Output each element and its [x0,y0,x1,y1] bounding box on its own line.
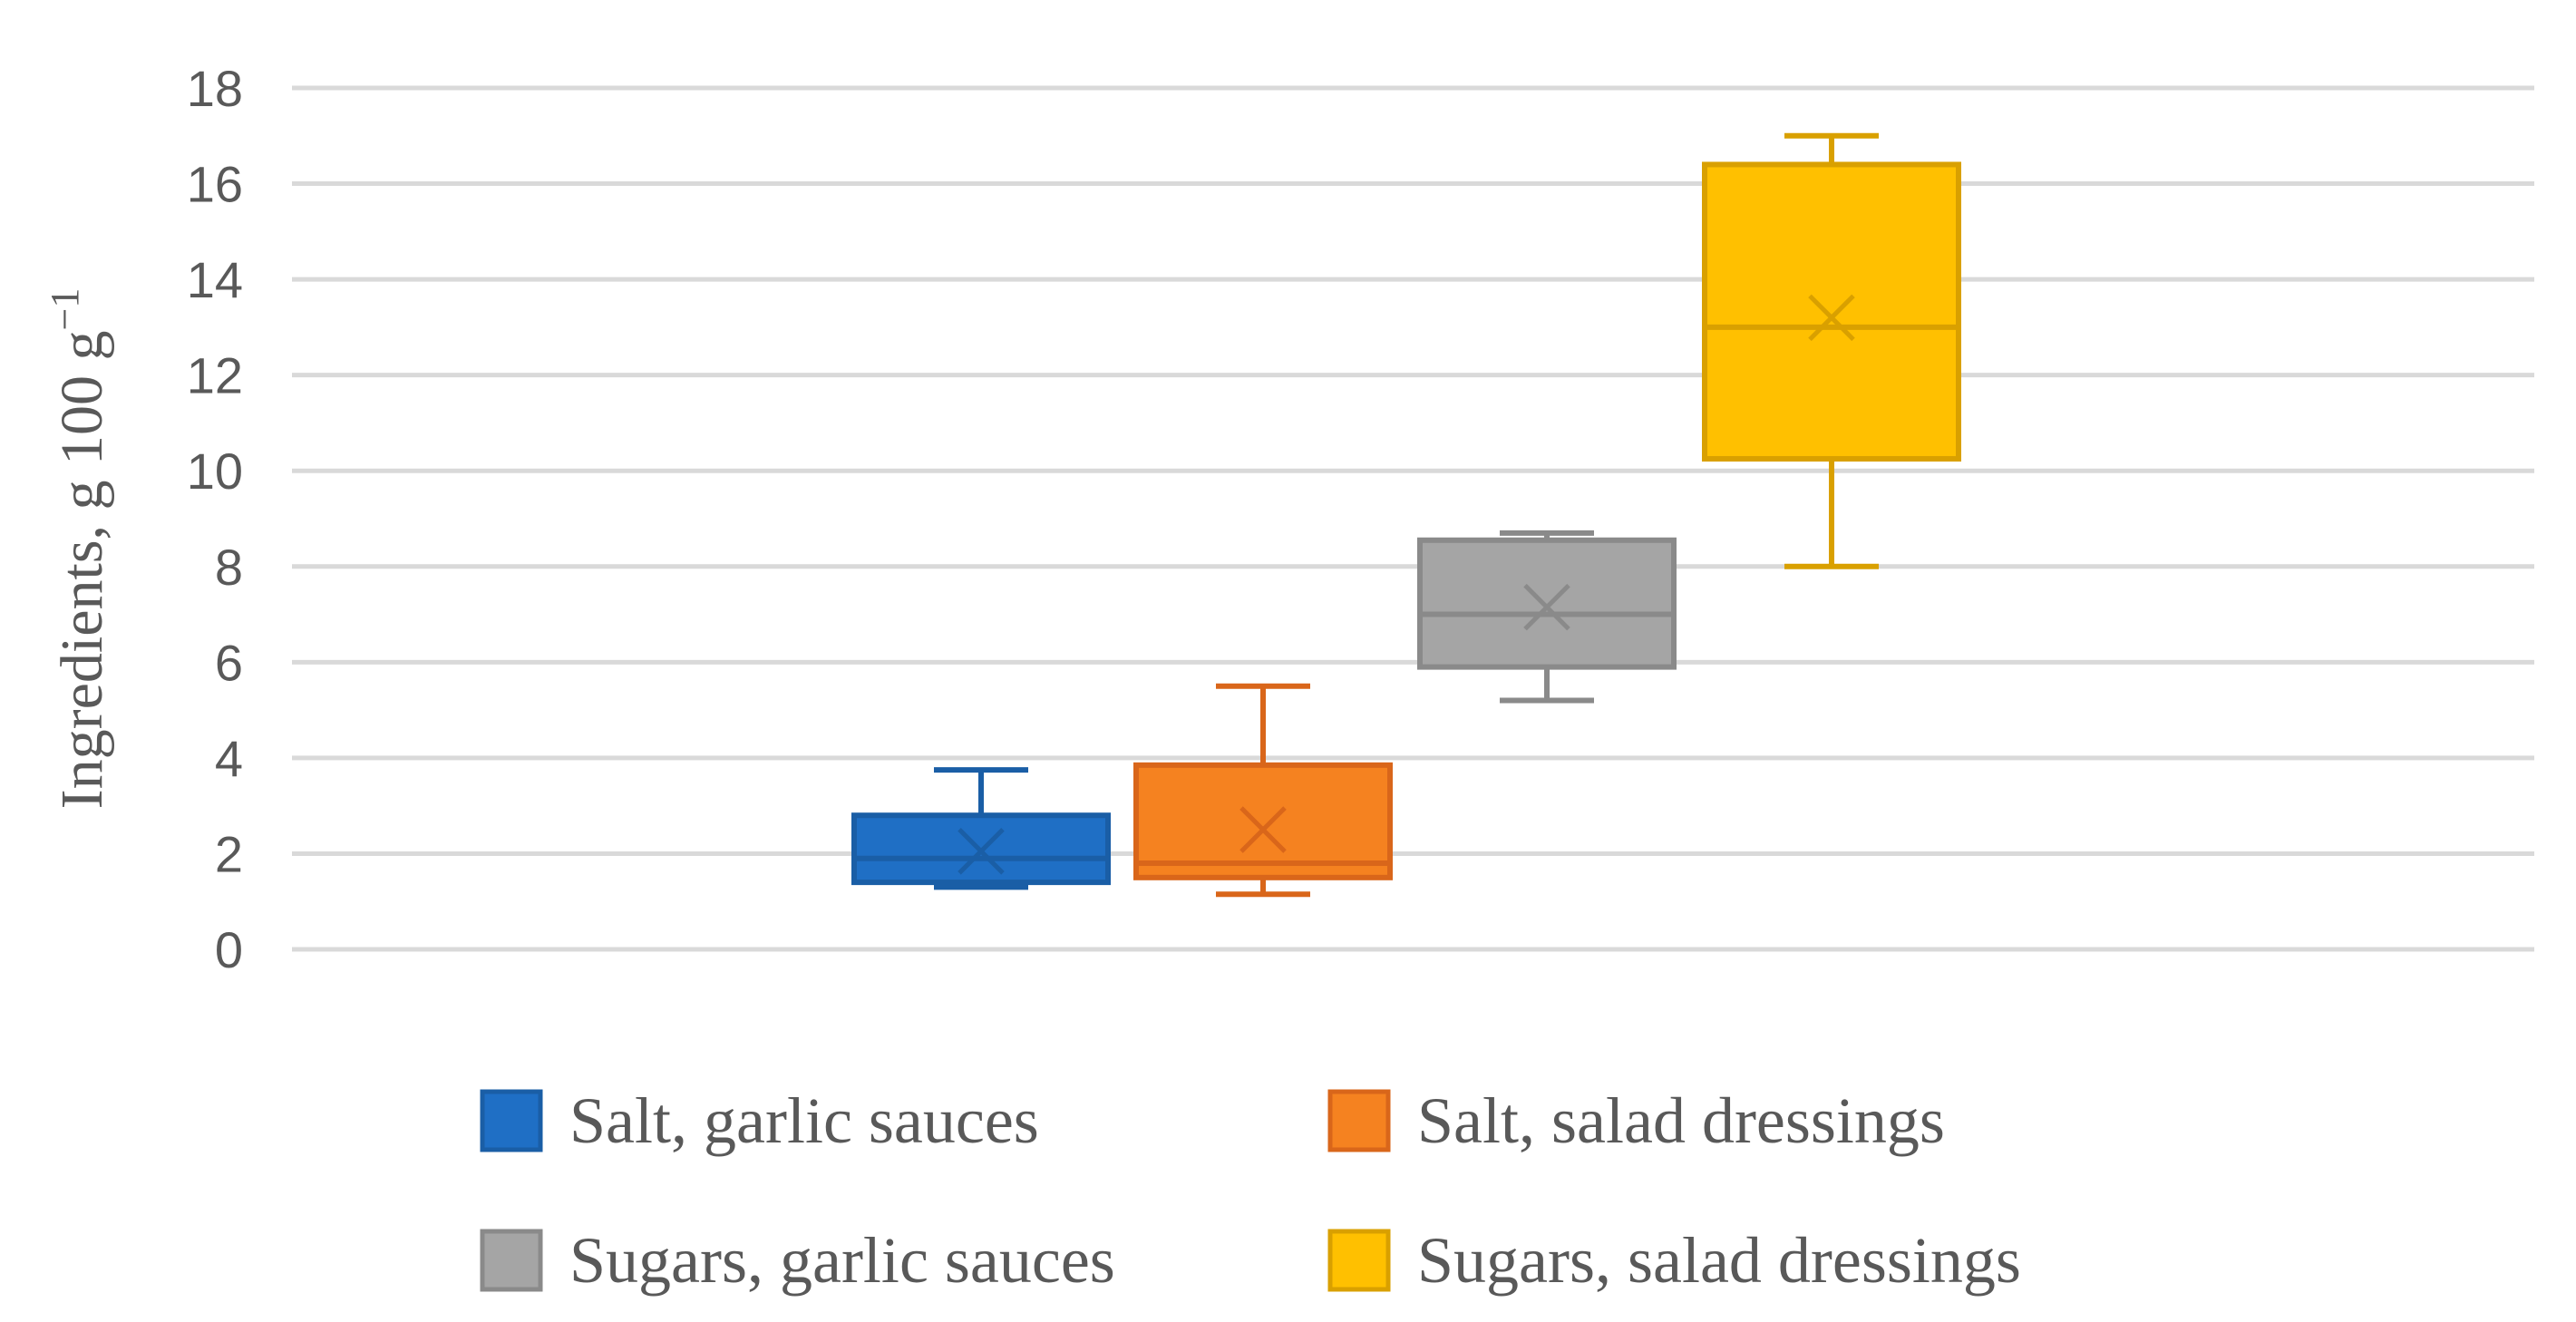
y-tick-label: 2 [215,825,243,882]
y-axis-title-main: Ingredients, g 100 g [49,330,115,809]
y-tick-label: 6 [215,634,243,691]
legend-label: Sugars, salad dressings [1417,1224,2021,1297]
y-tick-label: 18 [187,60,243,117]
mean-marker [1808,294,1855,342]
y-tick-label: 4 [215,730,243,787]
gridlines [292,85,2534,952]
y-tick-label: 16 [187,156,243,213]
legend-item-2: Salt, salad dressings [1327,1084,1945,1157]
y-axis-title-group: Ingredients, g 100 g−1 [43,288,115,810]
legend-swatch [480,1229,543,1292]
box-2 [1133,683,1393,898]
y-tick-label: 12 [187,347,243,404]
mean-marker [1239,806,1287,853]
mean-marker [957,828,1005,875]
legend-label: Salt, salad dressings [1417,1084,1945,1157]
legend-label: Salt, garlic sauces [569,1084,1039,1157]
box-3 [1417,530,1677,704]
box-iqr [1702,161,1961,462]
legend-label: Sugars, garlic sauces [569,1224,1115,1297]
legend-item-3: Sugars, garlic sauces [480,1224,1115,1297]
box-iqr [1417,537,1677,670]
legend: Salt, garlic sauces Salt, salad dressings… [480,1084,2021,1297]
y-tick-label: 14 [187,251,243,308]
box-4 [1702,132,1961,569]
y-tick-label: 0 [215,921,243,978]
box-series [851,132,1961,898]
box-1 [851,767,1111,890]
y-tick-label: 8 [215,539,243,596]
box-iqr [1133,762,1393,880]
y-axis-title: Ingredients, g 100 g−1 [43,288,115,810]
y-tick-label: 10 [187,442,243,500]
legend-item-4: Sugars, salad dressings [1327,1224,2021,1297]
legend-swatch [480,1089,543,1152]
legend-item-1: Salt, garlic sauces [480,1084,1039,1157]
mean-marker [1523,583,1570,631]
y-axis-ticks: 0 2 4 6 8 10 12 14 16 18 [187,60,243,978]
legend-swatch [1327,1229,1391,1292]
y-axis-title-superscript: −1 [43,288,87,331]
legend-swatch [1327,1089,1391,1152]
